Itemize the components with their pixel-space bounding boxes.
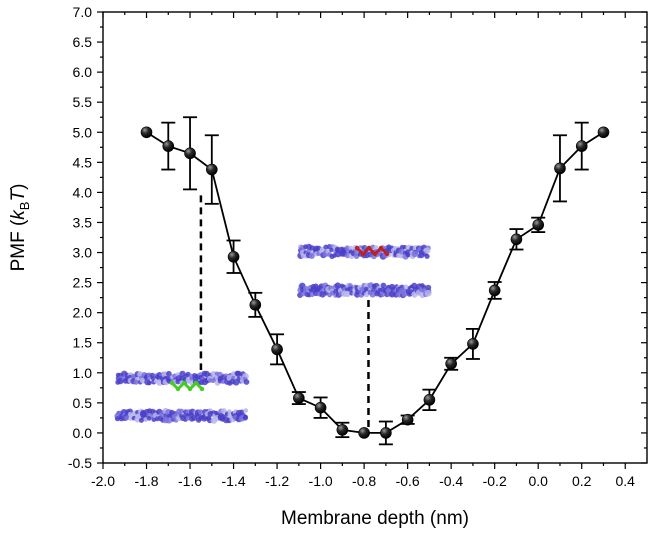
y-tick-label: 5.5 — [73, 94, 93, 110]
data-point — [401, 413, 414, 426]
y-tick-label: 1.0 — [73, 365, 93, 381]
x-tick-label: 0.2 — [572, 473, 592, 489]
x-tick-label: -1.6 — [178, 473, 202, 489]
data-point — [597, 126, 610, 139]
y-axis-title: PMF (kBT) — [8, 184, 32, 272]
data-point — [184, 147, 196, 160]
data-point — [358, 427, 370, 439]
y-tick-label: 6.0 — [73, 64, 93, 80]
data-point — [575, 140, 588, 152]
data-point — [249, 299, 262, 311]
x-tick-label: 0.4 — [616, 473, 636, 489]
y-axis-title-close: ) — [8, 184, 29, 190]
snapshot-center-lower-leaflet — [297, 282, 432, 299]
data-point — [380, 427, 392, 439]
x-tick-label: -0.6 — [396, 473, 420, 489]
y-tick-label: 2.0 — [73, 305, 93, 321]
data-point — [510, 233, 523, 246]
x-tick-label: -0.2 — [483, 473, 507, 489]
y-tick-label: 4.5 — [73, 154, 93, 170]
data-point — [162, 140, 175, 152]
data-point — [140, 126, 153, 139]
data-point — [293, 392, 305, 404]
y-axis-title-k: k — [8, 209, 29, 220]
axes: -2.0 -1.8 -1.6 -1.4 -1.2 -1.0 -0.8 -0.6 -0.4 -0.2… — [68, 4, 648, 489]
y-tick-label: 0.5 — [73, 395, 93, 411]
data-point — [488, 284, 501, 297]
data-point — [314, 401, 327, 414]
y-axis-title-T: T — [8, 189, 29, 202]
data-point — [206, 163, 218, 176]
y-axis-title-sub: B — [17, 202, 32, 211]
snapshot-left-lower-leaflet — [114, 407, 249, 424]
y-tick-label: 3.0 — [73, 245, 93, 261]
y-tick-label: 0.0 — [73, 425, 93, 441]
guide-lines — [199, 195, 370, 429]
y-tick-label: 2.5 — [73, 275, 93, 291]
axis-titles: Membrane depth (nm) PMF (kBT) — [8, 184, 469, 529]
plot-series — [140, 116, 610, 446]
x-tick-label: -0.4 — [439, 473, 463, 489]
membrane-snapshots — [114, 243, 432, 424]
data-point — [227, 250, 240, 263]
y-tick-label: 3.5 — [73, 214, 93, 230]
y-axis-title-main: PMF ( — [8, 219, 29, 271]
x-tick-label: -1.8 — [134, 473, 158, 489]
x-tick-label: -1.0 — [309, 473, 333, 489]
x-tick-label: 0.0 — [528, 473, 548, 489]
data-point — [532, 219, 545, 231]
data-point — [336, 424, 349, 436]
plot-frame — [102, 11, 648, 464]
peptide-green — [169, 380, 205, 392]
y-tick-label: 4.0 — [73, 184, 93, 200]
data-point — [423, 394, 436, 406]
y-tick-label: 1.5 — [73, 335, 93, 351]
y-tick-label: 5.0 — [73, 124, 93, 140]
peptide-red — [354, 245, 390, 257]
snapshot-left-upper-leaflet — [115, 370, 250, 386]
y-tick-label: 7.0 — [73, 4, 93, 20]
data-point — [445, 357, 457, 370]
x-tick-label: -1.4 — [221, 473, 245, 489]
data-point — [271, 343, 283, 356]
y-tick-label: 6.5 — [73, 34, 93, 50]
x-tick-label: -0.8 — [352, 473, 376, 489]
data-point — [467, 338, 479, 350]
x-tick-label: -2.0 — [91, 473, 115, 489]
y-tick-label: -0.5 — [68, 455, 92, 471]
x-tick-label: -1.2 — [265, 473, 289, 489]
data-point — [554, 162, 566, 175]
series-line-0 — [146, 131, 604, 434]
x-axis-title: Membrane depth (nm) — [281, 508, 469, 529]
